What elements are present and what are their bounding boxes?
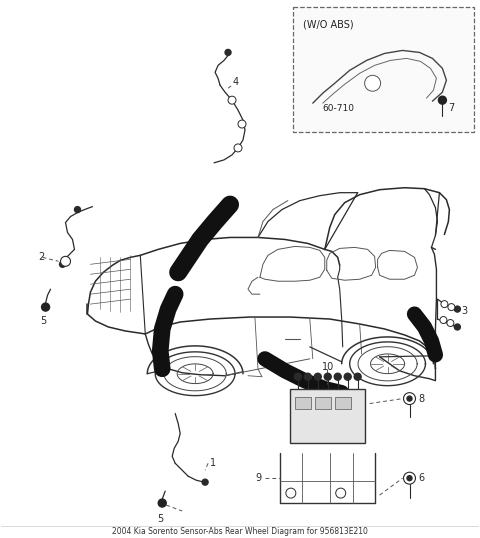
Text: 60-710: 60-710 [323,104,355,112]
Circle shape [407,396,412,401]
Text: 4: 4 [233,77,239,87]
Circle shape [336,488,346,498]
Bar [290,388,365,443]
Circle shape [448,303,455,310]
Circle shape [334,373,341,380]
Circle shape [314,373,321,380]
Circle shape [404,472,416,484]
Text: (W/O ABS): (W/O ABS) [303,19,353,30]
Circle shape [365,75,381,91]
Circle shape [60,256,71,266]
Bar [315,397,331,408]
Circle shape [294,373,301,380]
Circle shape [404,393,416,405]
Text: 8: 8 [419,394,425,404]
Circle shape [438,96,446,104]
Circle shape [202,479,208,485]
Circle shape [441,301,448,308]
Circle shape [74,207,81,213]
FancyBboxPatch shape [293,6,474,132]
Circle shape [60,261,65,267]
Circle shape [455,306,460,312]
Circle shape [234,144,242,152]
Circle shape [407,476,412,480]
Circle shape [225,49,231,55]
Circle shape [304,373,312,380]
Text: 9: 9 [256,473,262,483]
Text: 1: 1 [210,458,216,468]
Circle shape [324,373,331,380]
Text: 5: 5 [40,316,47,326]
Circle shape [440,316,447,323]
Circle shape [286,488,296,498]
Circle shape [228,96,236,104]
Circle shape [354,373,361,380]
Circle shape [158,499,166,507]
Text: 6: 6 [419,473,425,483]
Circle shape [455,324,460,330]
Text: 2: 2 [38,252,45,263]
Bar [295,397,311,408]
Circle shape [42,303,49,311]
Text: 10: 10 [322,362,334,372]
Text: 2004 Kia Sorento Sensor-Abs Rear Wheel Diagram for 956813E210: 2004 Kia Sorento Sensor-Abs Rear Wheel D… [112,527,368,536]
Text: 3: 3 [461,306,468,316]
Circle shape [238,120,246,128]
Text: 7: 7 [448,103,455,113]
Circle shape [447,320,454,327]
Circle shape [344,373,351,380]
Text: 5: 5 [157,514,163,524]
Bar [335,397,351,408]
